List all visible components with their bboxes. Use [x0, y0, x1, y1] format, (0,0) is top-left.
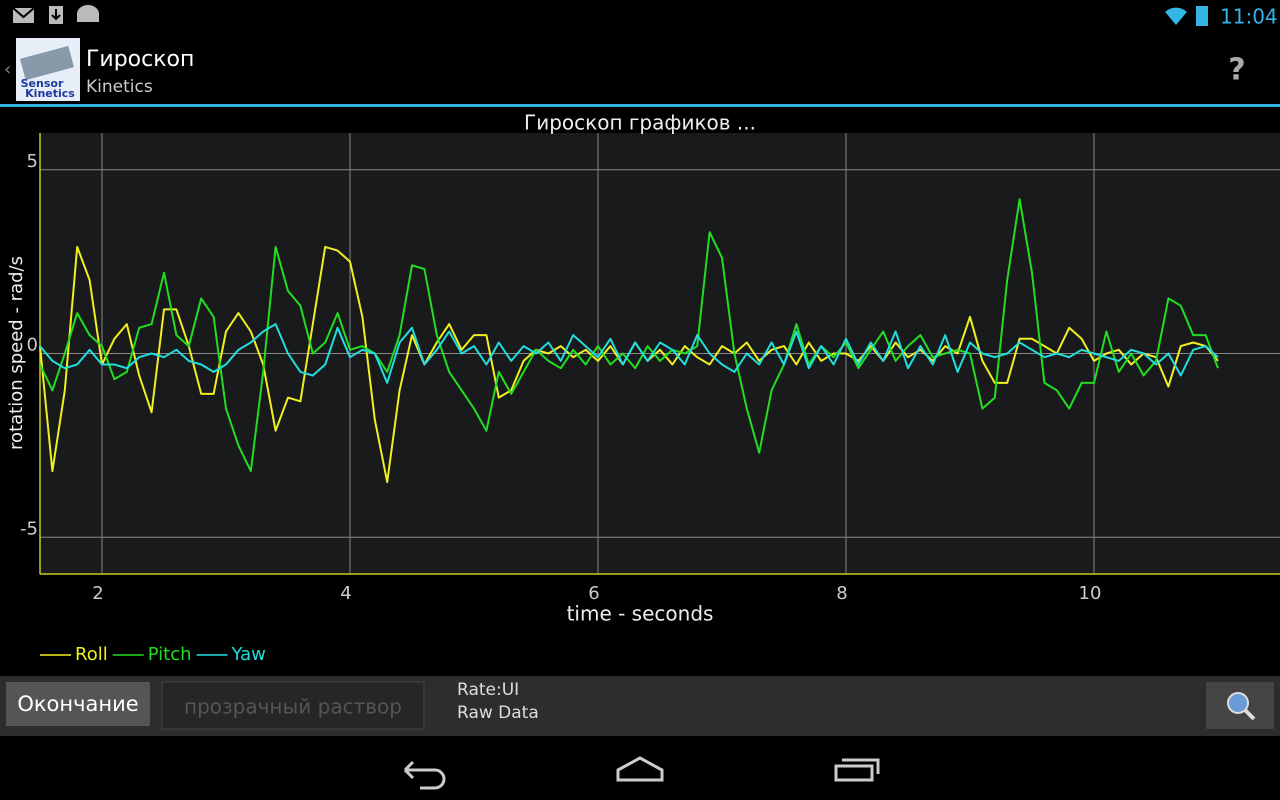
- finish-button[interactable]: [6, 682, 150, 726]
- data-line: [39, 323, 1219, 384]
- mail-icon-flap: [12, 7, 35, 19]
- y-tick-label: 5: [27, 151, 38, 172]
- app-icon-device: [20, 45, 74, 81]
- wifi-icon: [1165, 7, 1187, 25]
- chart: Гироскоп графиков ... rotation speed - r…: [6, 111, 1280, 665]
- y-tick-label: -5: [20, 518, 38, 539]
- nav-bar: [0, 736, 1280, 800]
- up-caret: ‹: [4, 59, 11, 80]
- action-bar: [0, 33, 1280, 104]
- app-subtitle: Kinetics: [86, 77, 153, 97]
- zoom-icon: [1227, 692, 1249, 714]
- mode-label: Raw Data: [457, 703, 539, 723]
- help-button[interactable]: ?: [1228, 53, 1245, 88]
- y-axis-label: rotation speed - rad/s: [6, 256, 27, 450]
- rate-label: Rate:UI: [457, 680, 519, 700]
- chart-title: Гироскоп графиков ...: [524, 111, 756, 135]
- battery-icon: [1196, 6, 1208, 26]
- x-tick-label: 2: [92, 583, 103, 604]
- legend-label: Yaw: [231, 644, 266, 665]
- x-tick-label: 10: [1079, 583, 1102, 604]
- data-line: [39, 198, 1219, 473]
- legend-label: Pitch: [148, 644, 192, 665]
- y-tick-label: 0: [27, 335, 38, 356]
- x-tick-label: 8: [836, 583, 847, 604]
- app-icon-text: Kinetics: [25, 87, 75, 100]
- zoom-icon-handle: [1243, 708, 1256, 721]
- x-axis-label: time - seconds: [567, 602, 714, 626]
- clock: 11:04: [1220, 5, 1278, 29]
- android-icon: [77, 5, 99, 22]
- legend-label: Roll: [75, 644, 108, 665]
- app-title: Гироскоп: [86, 47, 194, 72]
- text-input[interactable]: [161, 681, 425, 730]
- x-tick-label: 6: [588, 583, 599, 604]
- app-icon-text: Sensor: [21, 77, 64, 90]
- action-bar-divider: [0, 104, 1280, 107]
- input-placeholder: прозрачный раствор: [184, 695, 402, 719]
- x-tick-label: 4: [340, 583, 351, 604]
- recents-button[interactable]: [834, 758, 880, 782]
- app-home[interactable]: ‹ Sensor Kinetics: [4, 38, 80, 101]
- home-button[interactable]: [616, 756, 664, 782]
- status-bar: [0, 0, 1280, 33]
- finish-button-label: Окончание: [17, 692, 138, 716]
- back-button[interactable]: [403, 760, 446, 790]
- download-arrow: [51, 9, 61, 21]
